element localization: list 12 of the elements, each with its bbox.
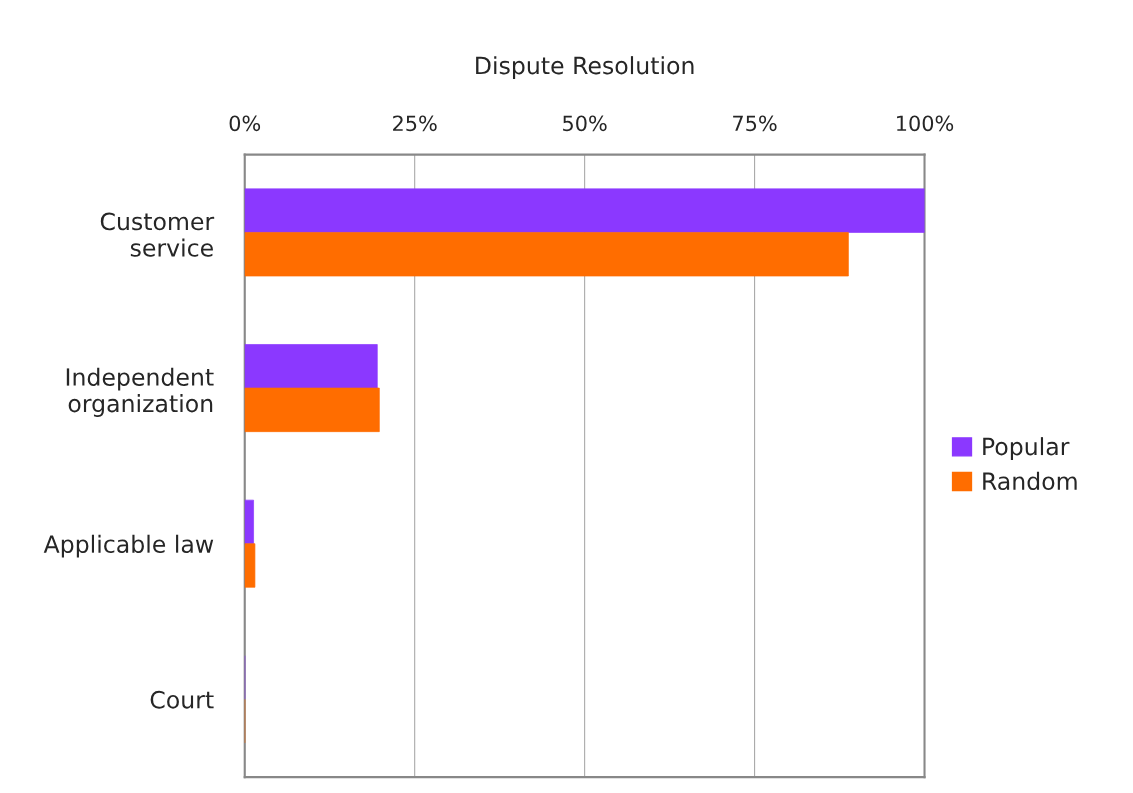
legend-label: Random	[983, 471, 1077, 491]
x-tick-label: 100%	[897, 115, 954, 132]
x-tick-label: 75%	[733, 115, 777, 132]
y-tick-label: Customer service	[100, 212, 215, 257]
x-tick-label: 0%	[229, 115, 261, 132]
y-tick-label: Court	[150, 690, 214, 709]
x-tick-label: 25%	[393, 115, 437, 132]
chart-title: Dispute Resolution	[476, 56, 694, 79]
y-tick-label: Applicable law	[43, 534, 214, 558]
y-tick-label: Independent organization	[66, 367, 214, 417]
legend-label: Popular	[983, 437, 1070, 460]
x-tick-label: 50%	[563, 115, 607, 132]
